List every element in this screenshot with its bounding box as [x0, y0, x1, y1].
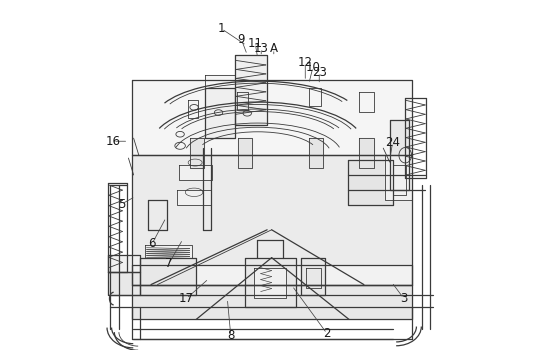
Polygon shape: [235, 55, 267, 125]
Polygon shape: [385, 155, 412, 200]
Polygon shape: [179, 165, 212, 180]
Polygon shape: [108, 272, 140, 294]
Polygon shape: [188, 100, 198, 118]
Text: 9: 9: [237, 33, 245, 46]
Polygon shape: [140, 258, 196, 294]
Polygon shape: [348, 160, 393, 205]
Text: 7: 7: [165, 257, 173, 270]
Polygon shape: [145, 245, 192, 258]
Text: 11: 11: [248, 37, 263, 50]
Polygon shape: [132, 155, 412, 285]
Polygon shape: [359, 92, 373, 112]
Polygon shape: [254, 267, 287, 298]
Text: 12: 12: [298, 57, 313, 69]
Text: 6: 6: [149, 237, 156, 250]
Text: 13: 13: [254, 42, 269, 55]
Text: A: A: [270, 42, 278, 55]
Text: 24: 24: [385, 136, 400, 149]
Polygon shape: [359, 138, 373, 168]
Polygon shape: [132, 285, 412, 319]
Polygon shape: [309, 138, 323, 168]
Polygon shape: [301, 258, 325, 294]
Text: 17: 17: [179, 292, 194, 305]
Polygon shape: [204, 75, 235, 88]
Polygon shape: [132, 80, 412, 155]
Polygon shape: [204, 88, 235, 138]
Text: 8: 8: [227, 329, 235, 342]
Text: 1: 1: [217, 22, 225, 35]
Text: 23: 23: [312, 66, 327, 79]
Text: 10: 10: [306, 61, 320, 74]
Text: 2: 2: [323, 327, 331, 340]
Text: 3: 3: [400, 292, 408, 305]
Polygon shape: [390, 120, 409, 190]
Polygon shape: [177, 190, 211, 205]
Polygon shape: [244, 258, 296, 307]
Text: 5: 5: [118, 198, 125, 211]
Polygon shape: [309, 88, 321, 106]
Polygon shape: [108, 255, 140, 272]
Polygon shape: [132, 265, 412, 285]
Polygon shape: [238, 138, 252, 168]
Text: 16: 16: [106, 135, 120, 148]
Polygon shape: [190, 138, 204, 168]
Polygon shape: [237, 92, 248, 110]
